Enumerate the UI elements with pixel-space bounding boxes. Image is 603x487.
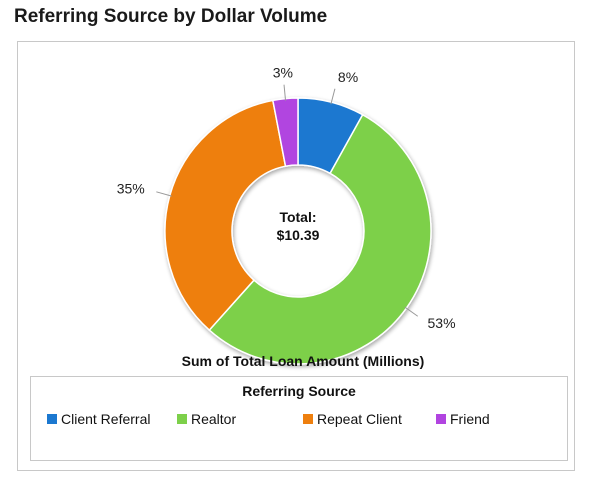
legend-label: Repeat Client [317,411,402,427]
legend-item-repeat-client[interactable]: Repeat Client [303,411,402,427]
data-label-repeat-client: 35% [117,181,145,197]
data-label-realtor: 53% [428,315,456,331]
legend-swatch [436,414,446,424]
legend-swatch [303,414,313,424]
x-axis-label: Sum of Total Loan Amount (Millions) [182,353,425,369]
legend-item-friend[interactable]: Friend [436,411,490,427]
chart-title: Referring Source by Dollar Volume [14,6,328,27]
data-label-client-referral: 8% [338,69,358,85]
leader-line-realtor [404,306,419,317]
slice-realtor[interactable] [208,113,432,365]
center-total-value: $10.39 [277,227,320,243]
legend-label: Friend [450,411,490,427]
center-total-label: Total: [279,209,316,225]
leader-line-friend [283,84,287,101]
donut-slices [164,97,432,365]
legend-item-realtor[interactable]: Realtor [177,411,236,427]
legend-swatch [177,414,187,424]
slice-repeat-client[interactable] [164,99,287,332]
slice-friend[interactable] [271,97,299,168]
legend: Referring Source Client Referral Realtor R… [30,376,568,461]
data-label-friend: 3% [273,65,293,81]
legend-label: Realtor [191,411,237,427]
leader-line-repeat-client [156,191,172,197]
slice-labels: 8% 53% 35% 3% [117,65,456,332]
legend-label: Client Referral [61,411,151,427]
legend-item-client-referral[interactable]: Client Referral [47,411,150,427]
leader-line-client-referral [330,88,336,105]
legend-title: Referring Source [242,383,356,399]
legend-swatch [47,414,57,424]
